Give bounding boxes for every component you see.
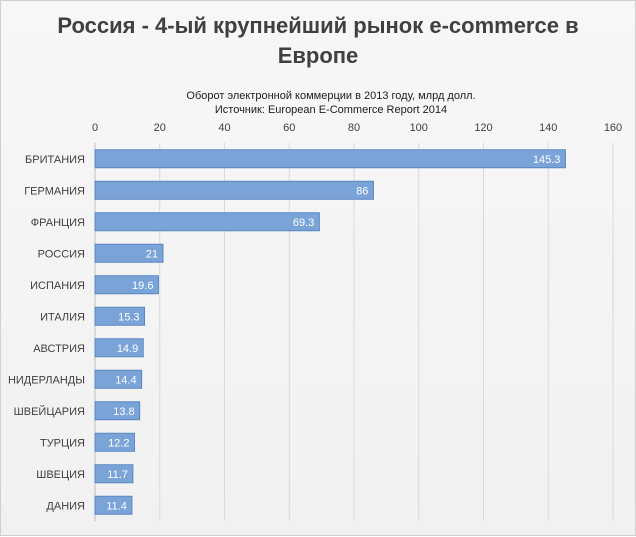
x-tick-label: 40 [218, 122, 230, 134]
category-label: ШВЕЦИЯ [36, 469, 85, 481]
bar-дания [94, 495, 133, 515]
data-label: 145.3 [533, 154, 561, 166]
bar-британия [94, 149, 566, 169]
data-label: 14.9 [117, 343, 138, 355]
category-label: ДАНИЯ [46, 500, 85, 512]
chart-subtitle: Оборот электронной коммерции в 2013 году… [121, 89, 541, 117]
x-tick-label: 160 [604, 122, 622, 134]
category-label: ИСПАНИЯ [30, 280, 85, 292]
category-label: БРИТАНИЯ [25, 154, 85, 166]
bar-турция [94, 432, 135, 452]
bar-италия [94, 306, 146, 326]
x-tick-label: 140 [539, 122, 557, 134]
bar-испания [94, 275, 159, 295]
data-label: 13.8 [113, 406, 134, 418]
x-tick-label: 0 [92, 122, 98, 134]
data-label: 21 [146, 248, 158, 260]
data-label: 11.7 [107, 469, 128, 481]
data-label: 19.6 [132, 280, 153, 292]
bar-германия [94, 180, 374, 200]
subtitle-line-1: Оборот электронной коммерции в 2013 году… [186, 90, 476, 102]
category-label: ТУРЦИЯ [40, 437, 85, 449]
bar-швеция [94, 464, 134, 484]
category-label: ИТАЛИЯ [40, 311, 85, 323]
bar-россия [94, 243, 164, 263]
category-label: ФРАНЦИЯ [31, 217, 85, 229]
category-label: АВСТРИЯ [33, 343, 85, 355]
category-label: НИДЕРЛАНДЫ [8, 374, 85, 386]
data-label: 14.4 [115, 374, 136, 386]
bar-франция [94, 212, 320, 232]
bar-швейцария [94, 401, 141, 421]
x-tick-label: 80 [348, 122, 360, 134]
bar-австрия [94, 338, 144, 358]
x-tick-label: 100 [410, 122, 428, 134]
chart-title: Россия - 4-ый крупнейший рынок e-commerc… [57, 13, 579, 68]
data-label: 15.3 [118, 311, 139, 323]
data-label: 86 [356, 185, 368, 197]
category-label: РОССИЯ [38, 248, 85, 260]
data-label: 11.4 [106, 500, 127, 512]
category-label: ГЕРМАНИЯ [24, 185, 85, 197]
x-tick-label: 120 [474, 122, 492, 134]
data-label: 69.3 [293, 217, 314, 229]
subtitle-line-2: Источник: European E-Commerce Report 201… [214, 104, 448, 116]
category-label: ШВЕЙЦАРИЯ [14, 405, 85, 418]
data-label: 12.2 [108, 437, 129, 449]
x-tick-label: 20 [154, 122, 166, 134]
bar-нидерланды [94, 369, 143, 389]
x-tick-label: 60 [283, 122, 295, 134]
